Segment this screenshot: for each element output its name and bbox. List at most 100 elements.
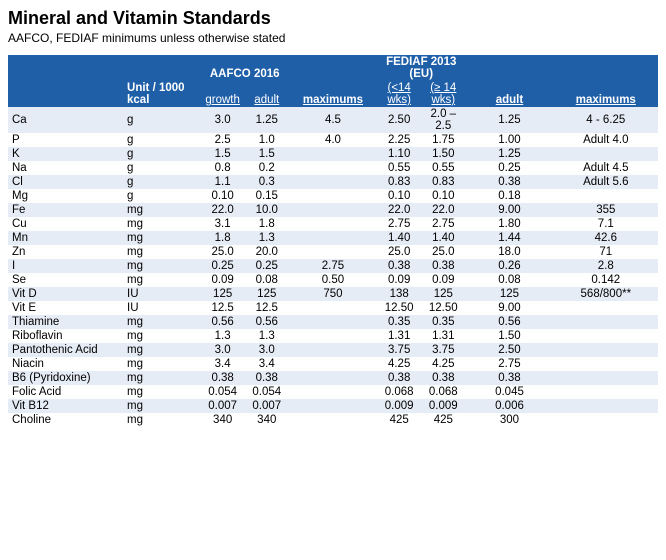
nutrient-name: K <box>8 147 123 161</box>
nutrient-name: Mg <box>8 189 123 203</box>
value-cell: 0.08 <box>465 273 553 287</box>
value-cell <box>289 161 377 175</box>
value-cell: 1.31 <box>377 329 421 343</box>
nutrient-name: Vit E <box>8 301 123 315</box>
value-cell: 1.5 <box>201 147 245 161</box>
nutrient-name: Mn <box>8 231 123 245</box>
value-cell: 0.054 <box>201 385 245 399</box>
value-cell: 25.0 <box>201 245 245 259</box>
value-cell: 0.55 <box>377 161 421 175</box>
value-cell: 0.007 <box>201 399 245 413</box>
value-cell <box>554 329 658 343</box>
col-unit: Unit / 1000 kcal <box>123 55 201 107</box>
value-cell: 1.25 <box>465 147 553 161</box>
value-cell: 0.10 <box>421 189 465 203</box>
unit-cell: mg <box>123 259 201 273</box>
value-cell: 12.50 <box>377 301 421 315</box>
unit-cell: g <box>123 107 201 133</box>
value-cell <box>554 343 658 357</box>
unit-cell: mg <box>123 357 201 371</box>
nutrient-name: Choline <box>8 413 123 427</box>
value-cell: 0.35 <box>377 315 421 329</box>
unit-cell: mg <box>123 231 201 245</box>
col-fediaf-adult: adult <box>465 55 553 107</box>
value-cell <box>289 245 377 259</box>
value-cell <box>289 399 377 413</box>
value-cell: 0.38 <box>465 175 553 189</box>
value-cell: 2.75 <box>289 259 377 273</box>
value-cell: 71 <box>554 245 658 259</box>
value-cell: 0.35 <box>421 315 465 329</box>
value-cell: 3.1 <box>201 217 245 231</box>
unit-cell: g <box>123 175 201 189</box>
value-cell <box>289 147 377 161</box>
value-cell: 1.75 <box>421 133 465 147</box>
value-cell <box>554 357 658 371</box>
value-cell: 0.25 <box>245 259 289 273</box>
nutrient-name: I <box>8 259 123 273</box>
value-cell: 9.00 <box>465 203 553 217</box>
unit-cell: g <box>123 161 201 175</box>
table-row: Nag0.80.20.550.550.25Adult 4.5 <box>8 161 658 175</box>
value-cell: 0.09 <box>421 273 465 287</box>
value-cell: 0.56 <box>245 315 289 329</box>
nutrient-name: Vit D <box>8 287 123 301</box>
group-aafco: AAFCO 2016 <box>201 55 289 81</box>
table-row: Cumg3.11.82.752.751.807.1 <box>8 217 658 231</box>
value-cell: 0.38 <box>421 259 465 273</box>
value-cell: 25.0 <box>421 245 465 259</box>
value-cell: 0.83 <box>421 175 465 189</box>
value-cell <box>554 315 658 329</box>
value-cell: 0.50 <box>289 273 377 287</box>
value-cell <box>289 357 377 371</box>
value-cell <box>289 329 377 343</box>
value-cell: 125 <box>245 287 289 301</box>
table-row: Cag3.01.254.52.502.0 – 2.51.254 - 6.25 <box>8 107 658 133</box>
value-cell: 2.8 <box>554 259 658 273</box>
unit-cell: mg <box>123 371 201 385</box>
value-cell: 138 <box>377 287 421 301</box>
value-cell: 1.44 <box>465 231 553 245</box>
value-cell: 0.38 <box>377 371 421 385</box>
value-cell: 4.25 <box>377 357 421 371</box>
value-cell: 1.31 <box>421 329 465 343</box>
value-cell: 0.3 <box>245 175 289 189</box>
unit-cell: mg <box>123 203 201 217</box>
value-cell: 3.0 <box>245 343 289 357</box>
value-cell: 1.10 <box>377 147 421 161</box>
table-row: Pantothenic Acidmg3.03.03.753.752.50 <box>8 343 658 357</box>
value-cell: 1.40 <box>421 231 465 245</box>
nutrient-name: Ca <box>8 107 123 133</box>
value-cell: 9.00 <box>465 301 553 315</box>
value-cell: 2.0 – 2.5 <box>421 107 465 133</box>
table-row: Mnmg1.81.31.401.401.4442.6 <box>8 231 658 245</box>
value-cell: 125 <box>421 287 465 301</box>
table-row: Clg1.10.30.830.830.38Adult 5.6 <box>8 175 658 189</box>
value-cell: 1.3 <box>245 231 289 245</box>
value-cell: Adult 4.0 <box>554 133 658 147</box>
value-cell: 22.0 <box>421 203 465 217</box>
value-cell: 1.00 <box>465 133 553 147</box>
value-cell: 0.25 <box>465 161 553 175</box>
value-cell: 1.25 <box>245 107 289 133</box>
value-cell: 0.2 <box>245 161 289 175</box>
value-cell: 1.8 <box>201 231 245 245</box>
value-cell <box>289 301 377 315</box>
value-cell: 125 <box>465 287 553 301</box>
nutrient-name: Vit B12 <box>8 399 123 413</box>
value-cell: 1.50 <box>421 147 465 161</box>
value-cell: 0.009 <box>421 399 465 413</box>
unit-cell: mg <box>123 329 201 343</box>
table-row: Znmg25.020.025.025.018.071 <box>8 245 658 259</box>
nutrient-name: Folic Acid <box>8 385 123 399</box>
value-cell: 0.08 <box>245 273 289 287</box>
value-cell: 0.56 <box>465 315 553 329</box>
value-cell: 2.75 <box>421 217 465 231</box>
value-cell: 568/800** <box>554 287 658 301</box>
value-cell: 0.006 <box>465 399 553 413</box>
table-row: Folic Acidmg0.0540.0540.0680.0680.045 <box>8 385 658 399</box>
unit-cell: mg <box>123 315 201 329</box>
unit-cell: g <box>123 133 201 147</box>
value-cell <box>289 315 377 329</box>
table-row: Pg2.51.04.02.251.751.00Adult 4.0 <box>8 133 658 147</box>
